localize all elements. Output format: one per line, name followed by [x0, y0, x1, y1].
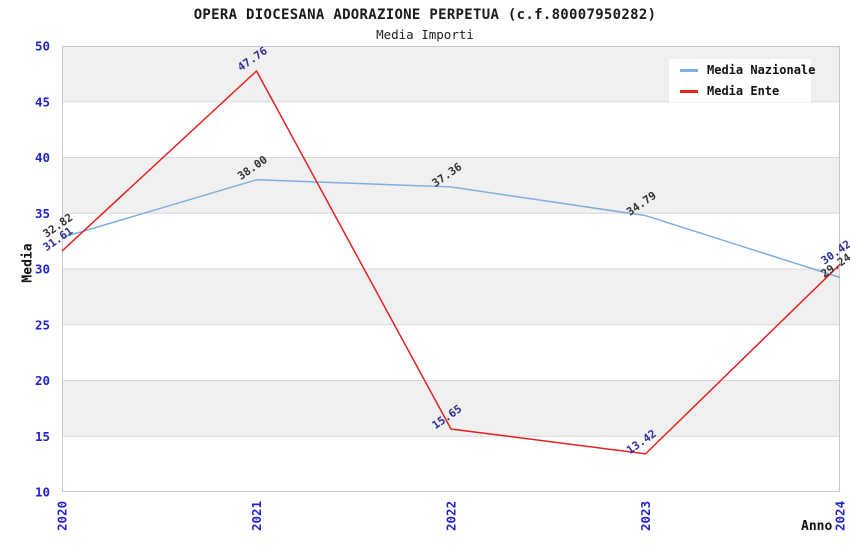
y-tick-label: 25 [35, 317, 50, 332]
y-tick-label: 20 [35, 373, 50, 388]
y-tick-label: 30 [35, 262, 50, 277]
chart-line-nazionale [61, 179, 841, 279]
legend-item-media-ente: Media Ente [669, 84, 811, 99]
y-tick-label: 15 [35, 429, 50, 444]
legend-label-ente: Media Ente [707, 84, 780, 98]
legend-item-media-nazionale: Media Nazionale [669, 63, 815, 78]
grid-band [62, 269, 840, 325]
grid-band [62, 157, 840, 214]
y-axis-title: Media [20, 243, 36, 283]
legend-line-swatch-ente [680, 89, 698, 93]
x-tick-label: 2024 [833, 501, 848, 531]
grid-band [62, 213, 840, 269]
grid-band [62, 436, 840, 492]
grid-band [62, 101, 840, 158]
y-tick-label: 35 [35, 206, 50, 221]
plot-border [62, 46, 840, 492]
x-tick-label: 2020 [55, 501, 70, 531]
legend-label-nazionale: Media Nazionale [707, 63, 816, 77]
chart-line-ente [61, 69, 841, 455]
y-tick-label: 50 [35, 39, 50, 54]
y-tick-label: 45 [35, 94, 50, 109]
legend: Media Nazionale Media Ente [669, 59, 815, 102]
chart-subtitle: Media Importi [376, 27, 474, 42]
y-tick-label: 10 [35, 485, 50, 500]
x-tick-label: 2022 [444, 501, 459, 531]
y-tick-label: 40 [35, 150, 50, 165]
legend-line-swatch-nazionale [680, 68, 698, 72]
grid-band [62, 324, 840, 381]
x-axis-title: Anno [801, 519, 833, 534]
x-tick-label: 2021 [249, 501, 264, 531]
chart-title: OPERA DIOCESANA ADORAZIONE PERPETUA (c.f… [193, 7, 657, 23]
x-tick-label: 2023 [638, 501, 653, 531]
